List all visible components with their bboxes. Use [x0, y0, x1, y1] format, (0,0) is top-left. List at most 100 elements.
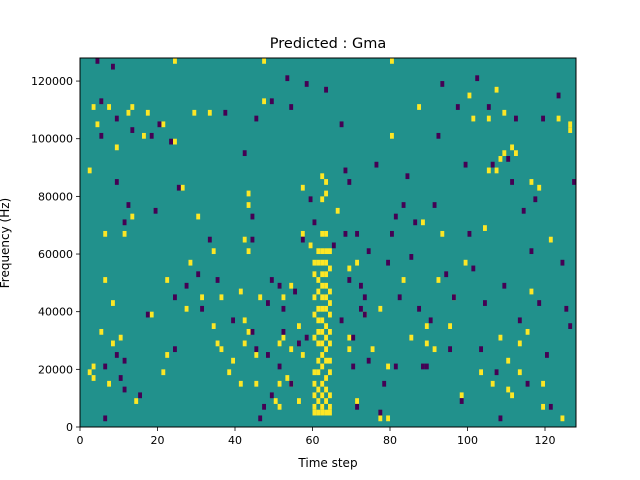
- low-cell: [300, 236, 305, 243]
- high-cell: [184, 305, 189, 312]
- y-tick-label: 120000: [31, 75, 73, 88]
- high-cell: [316, 248, 321, 255]
- high-cell: [510, 392, 515, 399]
- high-cell: [320, 409, 325, 416]
- high-cell: [355, 259, 360, 266]
- low-cell: [266, 352, 270, 358]
- high-cell: [324, 305, 329, 312]
- high-cell: [525, 328, 530, 335]
- high-cell: [285, 375, 290, 381]
- low-cell: [169, 138, 174, 145]
- x-tick-label: 0: [77, 434, 84, 447]
- high-cell: [258, 294, 263, 301]
- low-cell: [297, 340, 301, 347]
- low-cell: [366, 248, 371, 255]
- low-cell: [490, 161, 495, 168]
- high-cell: [316, 369, 321, 376]
- high-cell: [316, 328, 321, 335]
- high-cell: [498, 156, 503, 162]
- low-cell: [324, 86, 329, 93]
- low-cell: [494, 369, 499, 376]
- high-cell: [254, 352, 259, 358]
- low-cell: [521, 207, 526, 214]
- high-cell: [134, 398, 139, 404]
- high-cell: [328, 357, 332, 364]
- low-cell: [421, 363, 425, 370]
- high-cell: [421, 219, 425, 226]
- high-cell: [517, 340, 522, 347]
- high-cell: [378, 415, 383, 422]
- low-cell: [331, 242, 336, 249]
- low-cell: [409, 254, 414, 260]
- high-cell: [130, 104, 135, 110]
- chart-title: Predicted : Gma: [270, 36, 386, 52]
- low-cell: [475, 75, 480, 82]
- high-cell: [320, 403, 325, 410]
- high-cell: [316, 288, 321, 295]
- high-cell: [308, 242, 313, 249]
- high-cell: [424, 323, 429, 329]
- high-cell: [300, 230, 305, 237]
- low-cell: [250, 213, 255, 220]
- low-cell: [99, 132, 104, 139]
- low-cell: [281, 305, 286, 312]
- high-cell: [254, 380, 259, 387]
- low-cell: [157, 121, 162, 128]
- low-cell: [355, 403, 360, 410]
- x-axis-label: Time step: [297, 456, 357, 470]
- high-cell: [273, 398, 278, 404]
- low-cell: [308, 196, 313, 203]
- low-cell: [254, 115, 259, 122]
- high-cell: [502, 150, 507, 157]
- high-cell: [324, 179, 329, 185]
- y-axis-label: Frequency (Hz): [0, 198, 12, 289]
- high-cell: [448, 323, 453, 329]
- low-cell: [138, 392, 143, 399]
- y-tick-label: 100000: [31, 133, 73, 146]
- high-cell: [145, 109, 150, 116]
- high-cell: [471, 115, 476, 122]
- high-cell: [541, 403, 546, 410]
- low-cell: [103, 363, 108, 370]
- high-cell: [320, 305, 325, 312]
- high-cell: [281, 294, 286, 301]
- low-cell: [436, 132, 441, 139]
- low-cell: [339, 121, 344, 128]
- high-cell: [436, 277, 441, 283]
- low-cell: [467, 230, 472, 237]
- high-cell: [95, 121, 100, 128]
- low-cell: [200, 305, 205, 312]
- high-cell: [320, 230, 325, 237]
- high-cell: [324, 375, 329, 381]
- high-cell: [297, 323, 301, 329]
- low-cell: [262, 403, 267, 410]
- low-cell: [405, 173, 410, 180]
- high-cell: [242, 340, 247, 347]
- low-cell: [269, 98, 274, 105]
- high-cell: [246, 328, 251, 335]
- low-cell: [184, 282, 189, 289]
- high-cell: [149, 311, 154, 318]
- low-cell: [343, 167, 348, 174]
- low-cell: [312, 219, 317, 226]
- low-cell: [176, 184, 181, 191]
- high-cell: [320, 259, 325, 266]
- low-cell: [359, 305, 363, 312]
- low-cell: [572, 179, 577, 185]
- high-cell: [409, 334, 414, 341]
- low-cell: [269, 392, 274, 399]
- high-cell: [529, 179, 534, 185]
- low-cell: [564, 305, 569, 312]
- low-cell: [355, 230, 360, 237]
- low-cell: [362, 294, 367, 301]
- high-cell: [378, 305, 383, 312]
- low-cell: [111, 63, 115, 70]
- high-cell: [196, 213, 201, 220]
- low-cell: [444, 271, 449, 278]
- low-cell: [556, 92, 561, 99]
- low-cell: [242, 150, 247, 157]
- high-cell: [320, 173, 325, 180]
- high-cell: [324, 259, 329, 266]
- high-cell: [355, 398, 360, 404]
